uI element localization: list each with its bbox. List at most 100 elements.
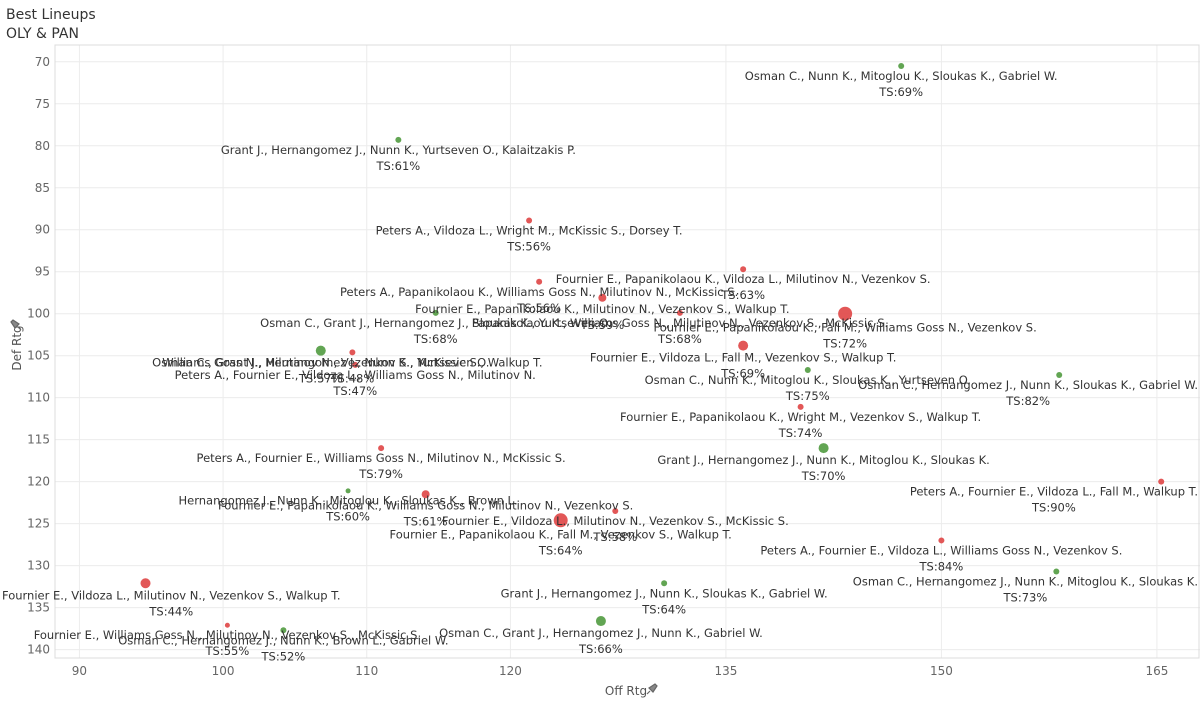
data-point[interactable] <box>432 309 439 316</box>
point-lineup-label: Fournier E., Papanikolaou K., Wright M.,… <box>620 410 981 424</box>
point-ts-label: TS:82% <box>1005 394 1050 408</box>
data-point[interactable] <box>140 578 151 589</box>
y-tick-label: 135 <box>27 601 50 615</box>
point-ts-label: TS:69% <box>878 85 923 99</box>
data-point[interactable] <box>838 306 853 321</box>
point-ts-label: TS:84% <box>919 559 964 573</box>
data-point[interactable] <box>349 349 356 356</box>
axes: 90 100 110 120 135 150 165 70 75 80 85 90 95 100 105 11… <box>10 44 1200 698</box>
data-point[interactable] <box>661 580 668 587</box>
point-ts-label: TS:73% <box>1003 591 1048 605</box>
point-ts-label: TS:56% <box>516 301 561 315</box>
point-ts-label: TS:55% <box>205 644 250 658</box>
y-axis-title: Def Rtg <box>10 325 24 370</box>
data-point[interactable] <box>676 309 683 316</box>
point-lineup-label: Peters A., Fournier E., Vildoza L., Fall… <box>910 485 1198 499</box>
x-tick-label: 150 <box>930 664 953 678</box>
y-tick-label: 90 <box>35 223 50 237</box>
y-tick-label: 130 <box>27 559 50 573</box>
data-point[interactable] <box>315 345 326 356</box>
data-point[interactable] <box>378 445 385 452</box>
y-tick-label: 120 <box>27 475 50 489</box>
point-lineup-label: Peters A., Papanikolaou K., Williams Gos… <box>340 285 738 299</box>
data-points <box>140 62 1165 634</box>
gridlines <box>55 45 1200 658</box>
y-tick-label: 105 <box>27 349 50 363</box>
data-point[interactable] <box>804 366 811 373</box>
data-point[interactable] <box>352 361 359 368</box>
point-lineup-label: Fournier E., Vildoza L., Milutinov N., V… <box>2 588 341 602</box>
data-point[interactable] <box>421 490 430 499</box>
point-ts-label: TS:74% <box>778 426 823 440</box>
point-lineup-label: Grant J., Hernangomez J., Nunn K., Yurts… <box>221 143 576 157</box>
point-ts-label: TS:64% <box>641 602 686 616</box>
point-lineup-label: Peters A., Fournier E., Vildoza L., Will… <box>175 368 536 382</box>
point-ts-label: TS:48% <box>330 371 375 385</box>
data-point[interactable] <box>612 508 619 515</box>
point-lineup-label: Fournier E., Vildoza L., Fall M., Vezenk… <box>590 351 896 365</box>
data-point[interactable] <box>898 62 905 69</box>
point-lineup-label: Peters A., Vildoza L., Wright M., McKiss… <box>376 224 683 238</box>
data-point[interactable] <box>280 627 287 634</box>
chart-title: Best Lineups <box>6 7 96 23</box>
data-point[interactable] <box>536 278 543 285</box>
point-ts-label: TS:47% <box>332 384 377 398</box>
data-point[interactable] <box>1158 478 1165 485</box>
data-point[interactable] <box>818 443 829 454</box>
data-point[interactable] <box>553 513 568 528</box>
point-ts-label: TS:59% <box>579 318 624 332</box>
point-lineup-label: Williams Goss N., Milutinov N., Vezenkov… <box>162 355 542 369</box>
data-point[interactable] <box>345 488 351 494</box>
point-lineup-label: Fournier E., Papanikolaou K., Vildoza L.… <box>556 272 931 286</box>
title-block: Best Lineups OLY & PAN <box>6 6 96 44</box>
data-point[interactable] <box>1056 372 1063 379</box>
point-lineup-label: Fournier E., Vildoza L., Milutinov N., V… <box>442 514 789 528</box>
point-ts-label: TS:70% <box>801 469 846 483</box>
point-ts-label: TS:66% <box>578 642 623 656</box>
point-lineup-label: Osman C., Hernangomez J., Nunn K., Slouk… <box>858 378 1198 392</box>
y-tick-label: 80 <box>35 139 50 153</box>
point-lineup-label: Osman C., Grant J., Hernangomez J., Slou… <box>260 316 611 330</box>
data-point[interactable] <box>526 217 533 224</box>
y-tick-label: 85 <box>35 181 50 195</box>
y-tick-label: 95 <box>35 265 50 279</box>
point-ts-label: TS:75% <box>785 389 830 403</box>
y-tick-label: 100 <box>27 307 50 321</box>
y-tick-label: 75 <box>35 97 50 111</box>
x-axis-title: Off Rtg <box>605 684 647 698</box>
y-tick-label: 110 <box>27 391 50 405</box>
point-ts-label: TS:79% <box>358 467 403 481</box>
y-tick-label: 125 <box>27 517 50 531</box>
point-ts-label: TS:58% <box>592 530 637 544</box>
x-tick-label: 135 <box>714 664 737 678</box>
point-ts-label: TS:63% <box>720 288 765 302</box>
point-ts-label: TS:64% <box>538 543 583 557</box>
pin-icon <box>646 683 658 695</box>
data-point[interactable] <box>797 403 804 410</box>
point-lineup-label: Grant J., Hernangomez J., Nunn K., Slouk… <box>501 586 828 600</box>
data-point[interactable] <box>598 293 607 302</box>
point-lineup-label: Osman C., Nunn K., Mitoglou K., Sloukas … <box>745 69 1058 83</box>
data-point[interactable] <box>1053 568 1060 575</box>
point-ts-label: TS:60% <box>325 509 370 523</box>
x-tick-label: 120 <box>499 664 522 678</box>
data-point[interactable] <box>395 136 402 143</box>
point-ts-label: TS:68% <box>657 332 702 346</box>
point-ts-label: TS:52% <box>261 649 306 663</box>
y-tick-label: 115 <box>27 433 50 447</box>
x-tick-label: 90 <box>72 664 87 678</box>
point-labels: Osman C., Nunn K., Mitoglou K., Sloukas … <box>2 69 1198 663</box>
point-ts-label: TS:57% <box>298 372 343 386</box>
data-point[interactable] <box>938 537 945 544</box>
point-lineup-label: Fournier E., Papanikolaou K., Williams G… <box>218 498 633 512</box>
x-tick-label: 100 <box>212 664 235 678</box>
data-point[interactable] <box>595 616 606 627</box>
point-ts-label: TS:72% <box>822 337 867 351</box>
point-ts-label: TS:61% <box>403 514 448 528</box>
data-point[interactable] <box>738 340 749 351</box>
pin-icon <box>10 319 22 331</box>
data-point[interactable] <box>224 622 230 628</box>
data-point[interactable] <box>740 266 747 273</box>
point-lineup-label: Fournier E., Papanikolaou K., Fall M., W… <box>654 321 1037 335</box>
